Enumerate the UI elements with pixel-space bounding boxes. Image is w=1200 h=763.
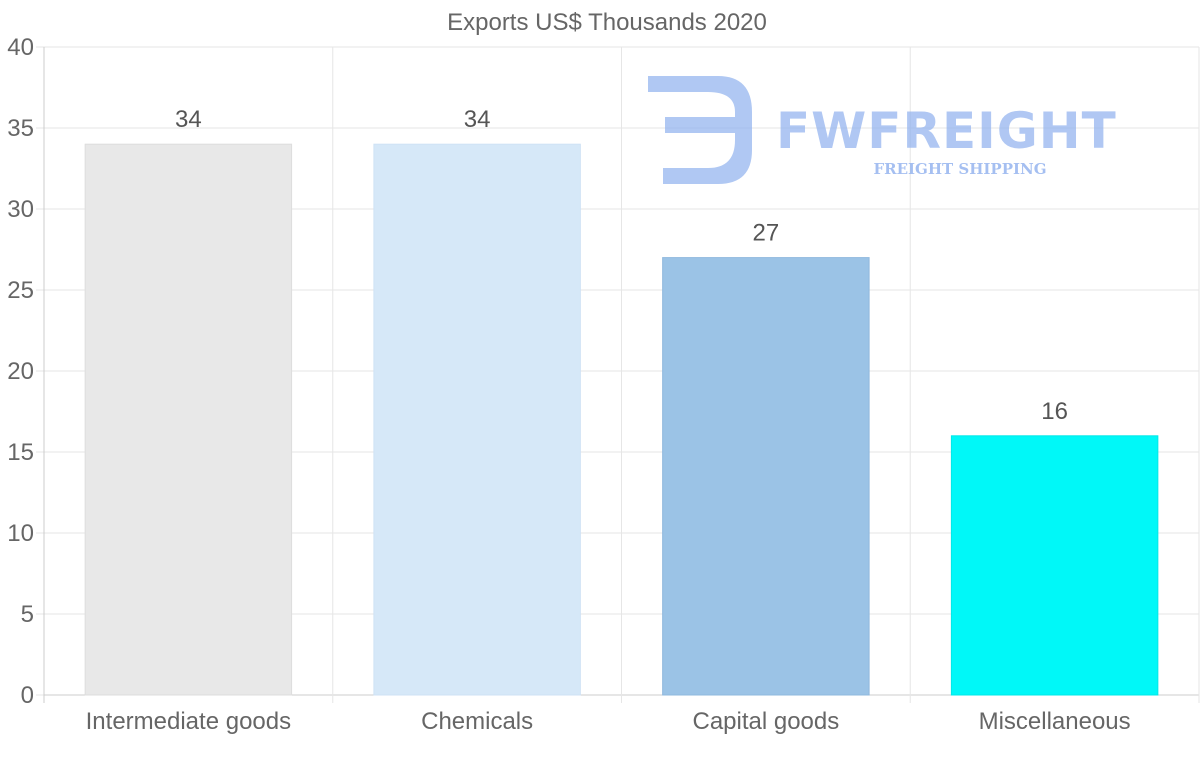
data-labels: 34 34 27 16	[175, 106, 1068, 425]
y-tick-label: 20	[7, 358, 34, 385]
bar-series	[84, 143, 1159, 696]
fwfreight-watermark-logo: FWFREIGHT FREIGHT SHIPPING	[648, 76, 1117, 184]
y-tick-label: 0	[21, 682, 34, 709]
y-tick-label: 25	[7, 277, 34, 304]
bar-value-label: 16	[1041, 398, 1068, 425]
y-tick-label: 5	[21, 601, 34, 628]
x-axis-ticks: Intermediate goods Chemicals Capital goods…	[86, 708, 1131, 735]
axes	[43, 47, 1200, 703]
y-tick-label: 15	[7, 439, 34, 466]
bar-value-label: 34	[175, 106, 202, 133]
x-tick-label: Chemicals	[421, 708, 533, 735]
y-axis-ticks: 0 5 10 15 20 25 30 35 40	[7, 34, 34, 709]
y-tick-label: 30	[7, 196, 34, 223]
watermark-brand: FWFREIGHT	[776, 102, 1117, 160]
bar[interactable]	[950, 435, 1159, 696]
y-tick-label: 10	[7, 520, 34, 547]
fw-logo-mark-icon	[648, 76, 752, 184]
bar[interactable]	[373, 143, 581, 696]
bar[interactable]	[84, 143, 293, 696]
bar-value-label: 34	[464, 106, 491, 133]
x-tick-label: Capital goods	[692, 708, 839, 735]
x-tick-label: Intermediate goods	[86, 708, 291, 735]
x-tick-label: Miscellaneous	[979, 708, 1131, 735]
y-tick-label: 40	[7, 34, 34, 61]
bar[interactable]	[662, 257, 870, 696]
bar-value-label: 27	[753, 220, 780, 247]
watermark-tagline: FREIGHT SHIPPING	[873, 160, 1046, 178]
y-tick-label: 35	[7, 115, 34, 142]
chart-title: Exports US$ Thousands 2020	[447, 9, 767, 36]
